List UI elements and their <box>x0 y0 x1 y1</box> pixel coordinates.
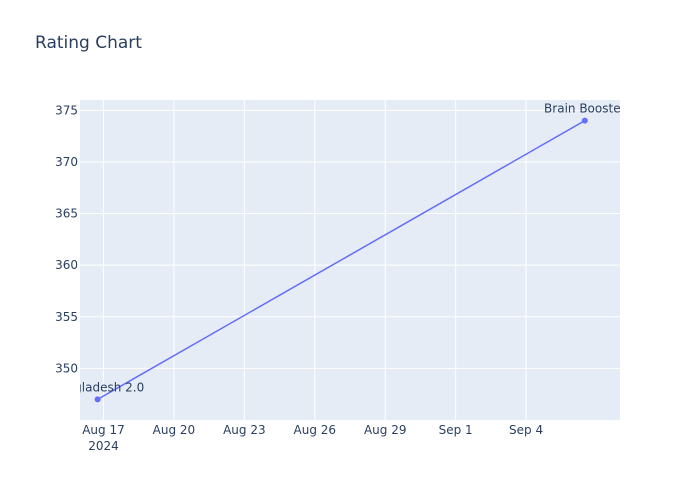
y-gridlines <box>80 109 620 369</box>
y-tick-label: 365 <box>55 207 78 221</box>
y-tick-label: 375 <box>55 103 78 117</box>
data-point <box>581 117 588 124</box>
series-lines <box>97 119 586 401</box>
point-label: Bangladesh 2.0 <box>51 380 144 394</box>
x-gridlines <box>102 100 527 420</box>
y-axis-ticks: 350 355 360 365 370 375 <box>55 103 78 375</box>
x-tick-label: Aug 20 <box>153 423 196 437</box>
series-line <box>97 119 586 401</box>
y-tick-label: 370 <box>55 155 78 169</box>
x-tick-label: Aug 23 <box>223 423 266 437</box>
point-labels: Bangladesh 2.0 Brain Booster <box>51 102 626 395</box>
y-tick-label: 350 <box>55 361 78 375</box>
x-tick-label: Sep 1 <box>439 423 473 437</box>
plot-area <box>80 100 620 420</box>
x-tick-label: Aug 26 <box>294 423 337 437</box>
data-point <box>94 396 101 403</box>
point-label: Brain Booster <box>544 102 626 116</box>
chart-title: Rating Chart <box>35 33 142 53</box>
x-tick-label: Aug 29 <box>364 423 407 437</box>
x-tick-label: Sep 4 <box>509 423 543 437</box>
x-tick-label: Aug 17 <box>82 423 125 437</box>
y-tick-label: 360 <box>55 258 78 272</box>
x-axis-ticks: Aug 17 2024 Aug 20 Aug 23 Aug 26 Aug 29 Sep 1 S… <box>82 423 543 453</box>
series-points <box>94 117 588 403</box>
x-tick-sublabel: 2024 <box>88 439 119 453</box>
y-tick-label: 355 <box>55 310 78 324</box>
